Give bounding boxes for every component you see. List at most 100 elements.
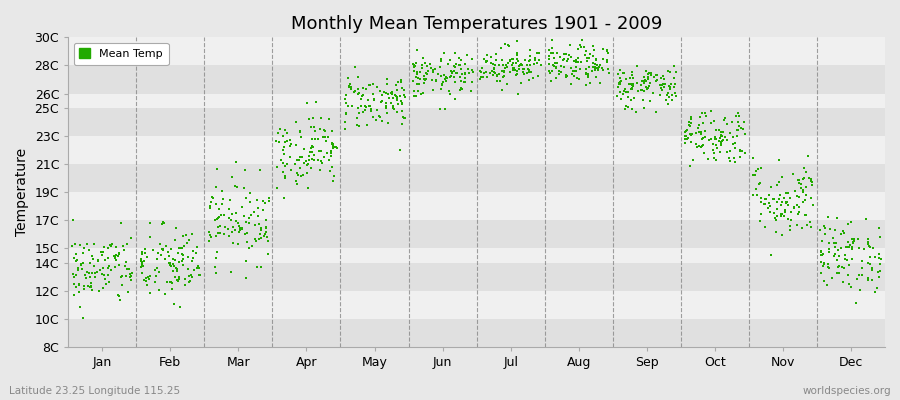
- Point: [300, 162, 314, 168]
- Point: [350, 115, 365, 121]
- Point: [514, 80, 528, 86]
- Point: [423, 60, 437, 67]
- Point: [373, 114, 387, 120]
- Point: [320, 134, 335, 140]
- Point: [394, 100, 409, 107]
- Point: [832, 270, 846, 276]
- Point: [176, 262, 190, 268]
- Point: [434, 86, 448, 92]
- Point: [241, 220, 256, 226]
- Point: [302, 152, 316, 159]
- Point: [170, 277, 184, 284]
- Point: [752, 181, 766, 188]
- Point: [668, 90, 682, 96]
- Point: [210, 249, 224, 256]
- Point: [94, 271, 109, 277]
- Point: [613, 67, 627, 74]
- Point: [434, 58, 448, 64]
- Point: [326, 143, 340, 149]
- Point: [680, 132, 694, 139]
- Point: [283, 153, 297, 160]
- Point: [630, 63, 644, 70]
- Point: [626, 81, 640, 88]
- Point: [828, 250, 842, 257]
- Point: [644, 80, 658, 86]
- Point: [341, 83, 356, 90]
- Point: [621, 94, 635, 101]
- Point: [818, 230, 832, 237]
- Point: [382, 95, 396, 102]
- Point: [424, 65, 438, 71]
- Point: [855, 265, 869, 271]
- Point: [861, 236, 876, 242]
- Point: [283, 137, 297, 144]
- Point: [545, 37, 560, 44]
- Point: [583, 50, 598, 57]
- Point: [397, 87, 411, 94]
- Point: [678, 136, 692, 142]
- Point: [766, 210, 780, 216]
- Point: [706, 140, 720, 147]
- Point: [617, 70, 632, 76]
- Point: [300, 170, 314, 176]
- Point: [398, 115, 412, 121]
- Point: [772, 192, 787, 199]
- Point: [488, 62, 502, 68]
- Point: [115, 243, 130, 250]
- Point: [304, 145, 319, 151]
- Point: [769, 216, 783, 223]
- Point: [748, 172, 762, 179]
- Point: [507, 65, 521, 71]
- Point: [275, 160, 290, 166]
- Point: [314, 148, 328, 154]
- Point: [552, 70, 566, 77]
- Point: [495, 57, 509, 63]
- Point: [873, 260, 887, 267]
- Point: [684, 131, 698, 138]
- Point: [746, 154, 760, 161]
- Point: [274, 157, 288, 164]
- Point: [149, 273, 164, 280]
- Point: [104, 267, 118, 273]
- Point: [433, 106, 447, 112]
- Point: [292, 154, 307, 160]
- Point: [415, 65, 429, 72]
- Point: [208, 216, 222, 223]
- Point: [205, 194, 220, 200]
- Point: [91, 258, 105, 264]
- Point: [822, 240, 836, 246]
- Point: [837, 230, 851, 236]
- Point: [661, 68, 675, 74]
- Point: [619, 102, 634, 109]
- Point: [181, 254, 195, 260]
- Point: [821, 264, 835, 270]
- Point: [500, 64, 515, 71]
- Point: [87, 270, 102, 277]
- Point: [653, 82, 668, 88]
- Point: [310, 98, 324, 105]
- Point: [707, 155, 722, 161]
- Point: [125, 270, 140, 276]
- Point: [409, 74, 423, 80]
- Point: [248, 236, 262, 242]
- Point: [445, 68, 459, 75]
- Point: [681, 122, 696, 128]
- Point: [222, 206, 237, 212]
- Point: [496, 61, 510, 68]
- Point: [781, 189, 796, 196]
- Point: [492, 62, 507, 68]
- Point: [176, 244, 190, 251]
- Point: [69, 251, 84, 257]
- Point: [210, 166, 224, 172]
- Point: [247, 209, 261, 215]
- Point: [76, 286, 91, 292]
- Point: [318, 134, 332, 140]
- Point: [348, 64, 363, 71]
- Point: [96, 272, 111, 278]
- Point: [256, 207, 270, 213]
- Point: [68, 241, 83, 248]
- Point: [733, 148, 747, 154]
- Point: [453, 62, 467, 68]
- Point: [112, 250, 126, 257]
- Point: [278, 139, 293, 145]
